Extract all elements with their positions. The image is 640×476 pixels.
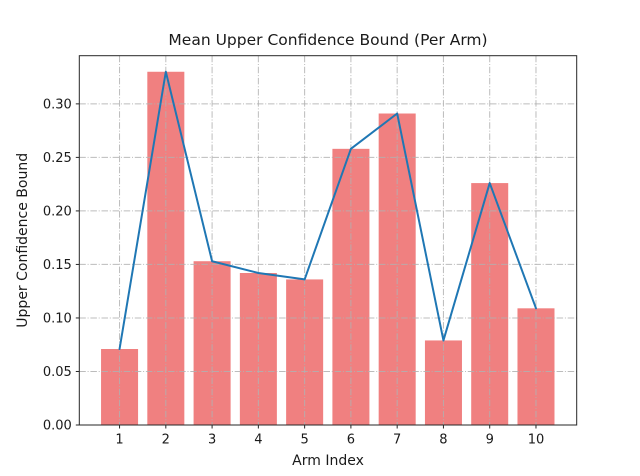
x-tick-label: 8 (439, 433, 447, 448)
x-tick-label: 7 (393, 433, 401, 448)
y-tick-label: 0.05 (43, 365, 72, 380)
x-tick-label: 9 (486, 433, 494, 448)
y-tick-label: 0.15 (43, 258, 72, 273)
y-axis-label: Upper Confidence Bound (15, 153, 31, 328)
x-tick-label: 10 (528, 433, 545, 448)
y-tick-label: 0.20 (43, 204, 72, 219)
x-axis-label: Arm Index (292, 453, 364, 469)
plot-frame (78, 55, 578, 426)
x-tick-label: 2 (162, 433, 170, 448)
x-tick-label: 4 (254, 433, 262, 448)
y-tick-label: 0.10 (43, 311, 72, 326)
y-tick-label: 0.25 (43, 151, 72, 166)
ticks-group: 0.00 0.05 0.10 0.15 0.20 0.25 0.30 1 2 3 4 5 6 7 8 9 10 (43, 97, 544, 447)
bars-group (101, 71, 555, 425)
y-tick-label: 0.30 (43, 97, 72, 112)
x-tick-label: 5 (300, 433, 308, 448)
x-tick-label: 3 (208, 433, 216, 448)
y-tick-label: 0.00 (43, 419, 72, 434)
ucb-data-line (118, 70, 537, 350)
chart-title: Mean Upper Confidence Bound (Per Arm) (168, 31, 487, 49)
line-group (118, 70, 537, 350)
x-tick-label: 1 (115, 433, 123, 448)
x-tick-label: 6 (347, 433, 355, 448)
